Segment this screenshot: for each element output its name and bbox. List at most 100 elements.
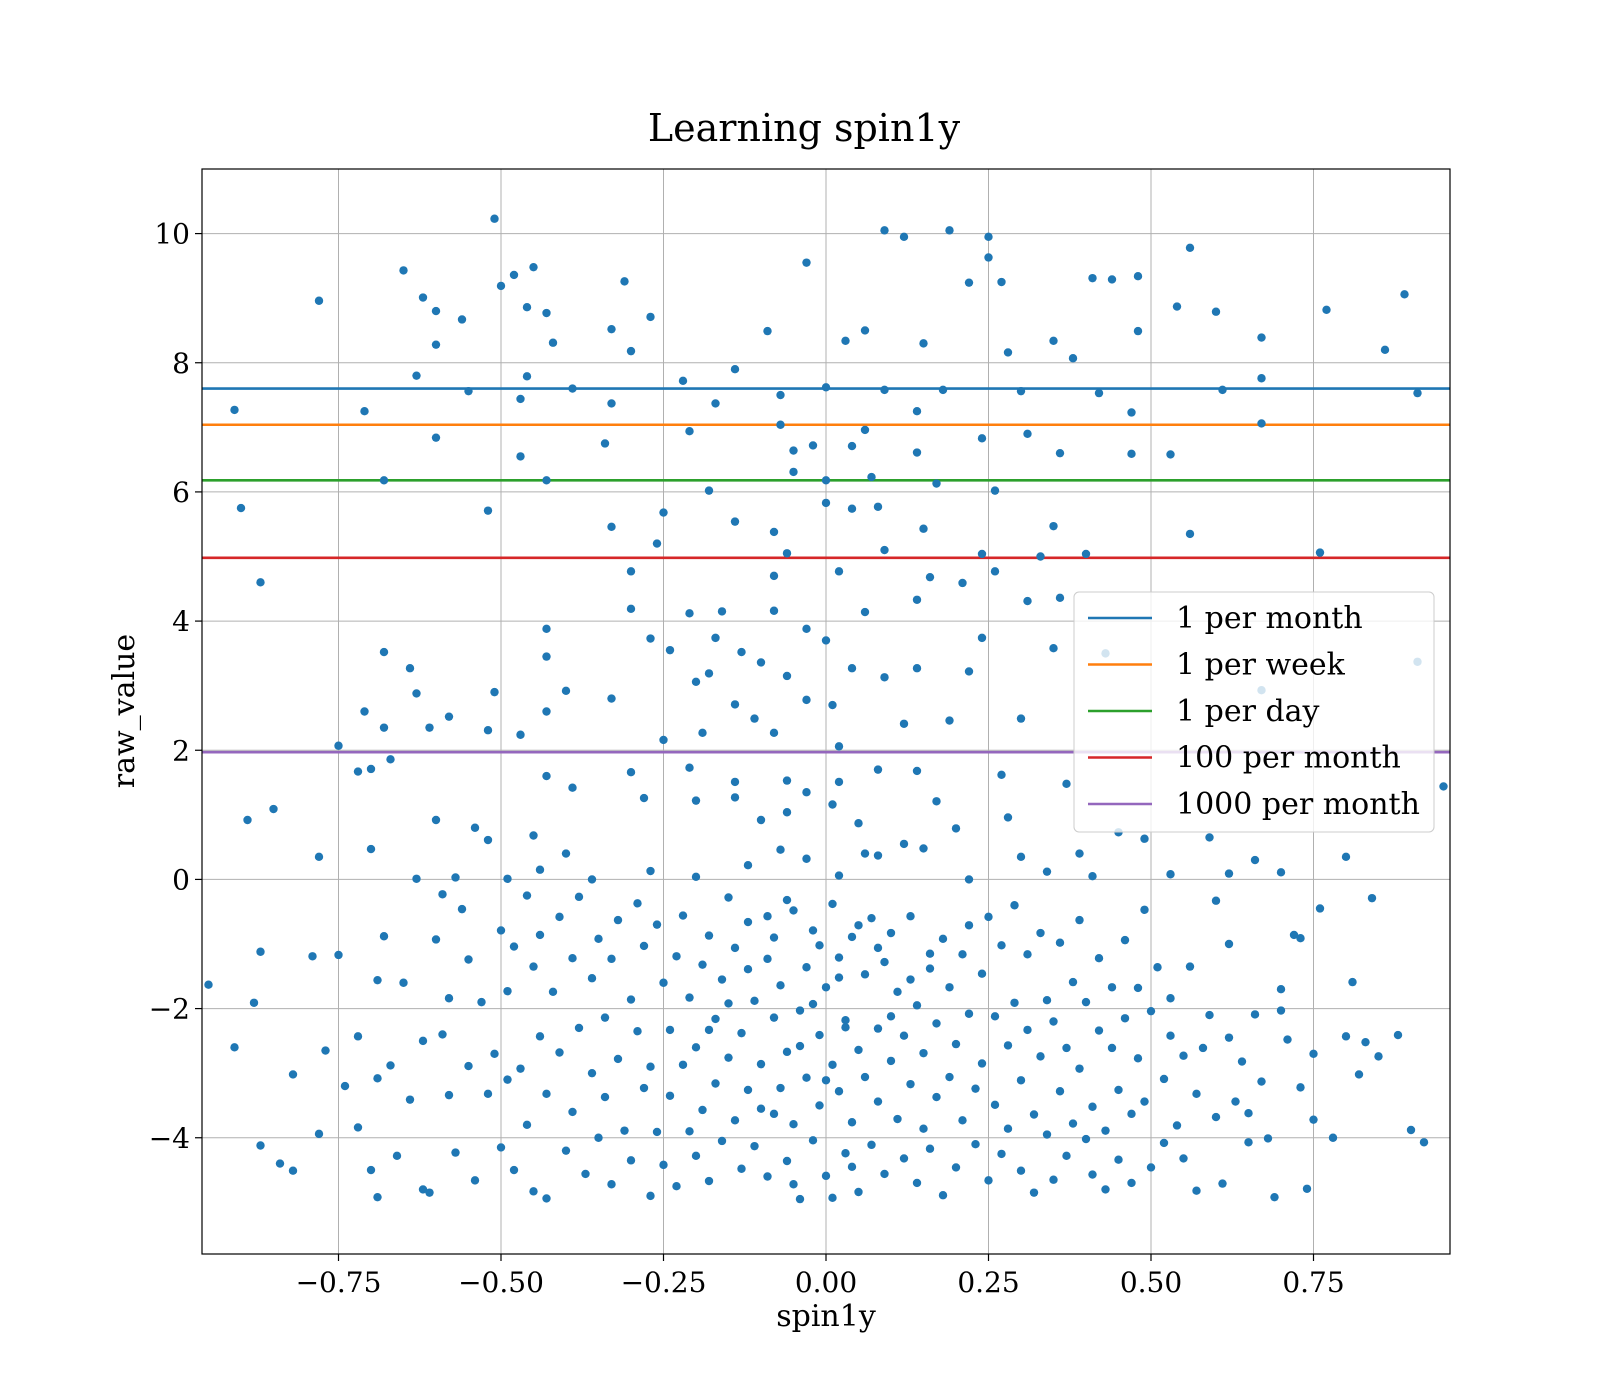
scatter-point — [1016, 386, 1026, 396]
scatter-point — [860, 849, 870, 858]
scatter-point — [496, 281, 506, 291]
scatter-point — [1049, 644, 1058, 653]
scatter-point — [1094, 388, 1104, 398]
scatter-point — [1140, 1097, 1149, 1106]
scatter-point — [587, 875, 597, 884]
scatter-point — [548, 338, 558, 347]
scatter-point — [964, 278, 974, 287]
scatter-point — [860, 970, 870, 979]
scatter-point — [919, 339, 928, 348]
scatter-point — [685, 427, 694, 436]
x-tick-label: −0.75 — [296, 1266, 382, 1299]
scatter-point — [769, 1013, 779, 1022]
scatter-point — [1218, 385, 1227, 395]
scatter-point — [880, 1169, 889, 1179]
scatter-point — [821, 1171, 831, 1181]
scatter-point — [1159, 1138, 1169, 1148]
scatter-point — [912, 664, 922, 673]
scatter-point — [977, 1059, 987, 1068]
scatter-point — [613, 915, 623, 925]
scatter-point — [1224, 1033, 1234, 1042]
scatter-point — [626, 768, 636, 777]
scatter-point — [256, 1141, 265, 1150]
scatter-point — [1361, 1037, 1370, 1047]
scatter-point — [1172, 1121, 1182, 1130]
scatter-point — [1075, 1064, 1084, 1073]
scatter-point — [873, 502, 883, 511]
scatter-point — [652, 920, 662, 929]
scatter-point — [997, 770, 1006, 779]
scatter-point — [587, 1068, 597, 1078]
scatter-point — [639, 1083, 649, 1093]
scatter-point — [1055, 448, 1065, 458]
scatter-point — [490, 687, 499, 697]
scatter-point — [899, 1031, 909, 1040]
scatter-point — [360, 707, 369, 716]
scatter-point — [568, 783, 577, 792]
scatter-point — [314, 852, 324, 862]
scatter-point — [386, 755, 395, 764]
scatter-point — [867, 913, 876, 923]
scatter-point — [399, 266, 408, 275]
scatter-point — [542, 771, 551, 781]
scatter-point — [964, 921, 974, 930]
scatter-point — [659, 735, 668, 745]
y-axis-label: raw_value — [107, 634, 142, 788]
scatter-point — [997, 941, 1006, 950]
scatter-point — [581, 1169, 590, 1179]
scatter-point — [782, 1047, 792, 1057]
scatter-point — [418, 1036, 428, 1046]
scatter-point — [373, 1074, 382, 1083]
scatter-point — [542, 652, 551, 661]
scatter-point — [626, 604, 636, 614]
scatter-point — [379, 932, 389, 941]
scatter-point — [1120, 935, 1130, 945]
scatter-point — [431, 935, 441, 944]
scatter-point — [951, 1039, 961, 1049]
scatter-point — [379, 476, 389, 485]
scatter-point — [353, 767, 363, 776]
scatter-point — [236, 503, 246, 513]
scatter-point — [1257, 333, 1266, 342]
scatter-point — [1192, 1089, 1201, 1099]
y-tick-label: 8 — [172, 347, 190, 380]
scatter-point — [717, 975, 727, 984]
scatter-point — [1406, 1125, 1416, 1135]
legend-label: 1000 per month — [1176, 787, 1420, 822]
scatter-point — [1296, 1083, 1305, 1092]
scatter-point — [854, 1187, 863, 1197]
scatter-point — [529, 262, 538, 272]
scatter-point — [1016, 714, 1026, 723]
scatter-point — [1023, 1025, 1032, 1035]
scatter-point — [646, 312, 655, 322]
scatter-point — [925, 949, 935, 958]
scatter-point — [769, 606, 779, 615]
scatter-point — [984, 232, 993, 242]
scatter-point — [1218, 1179, 1227, 1188]
scatter-point — [912, 1001, 922, 1010]
scatter-point — [730, 517, 740, 526]
scatter-point — [1289, 930, 1299, 940]
scatter-point — [776, 1083, 785, 1093]
scatter-point — [1088, 273, 1097, 283]
scatter-point — [834, 567, 844, 576]
scatter-point — [698, 960, 707, 969]
scatter-point — [971, 1140, 980, 1149]
scatter-point — [1276, 868, 1286, 877]
scatter-point — [795, 1194, 805, 1204]
scatter-point — [405, 1095, 415, 1104]
scatter-point — [503, 1075, 512, 1084]
scatter-point — [704, 1025, 714, 1035]
scatter-point — [945, 983, 954, 992]
x-tick-label: −0.50 — [458, 1266, 544, 1299]
scatter-point — [535, 1032, 545, 1041]
scatter-point — [997, 277, 1006, 287]
scatter-point — [522, 303, 532, 312]
scatter-point — [938, 385, 948, 395]
scatter-point — [821, 636, 831, 645]
scatter-point — [334, 741, 343, 750]
scatter-point — [1016, 1076, 1026, 1085]
scatter-point — [867, 472, 876, 482]
scatter-point — [1224, 869, 1234, 878]
